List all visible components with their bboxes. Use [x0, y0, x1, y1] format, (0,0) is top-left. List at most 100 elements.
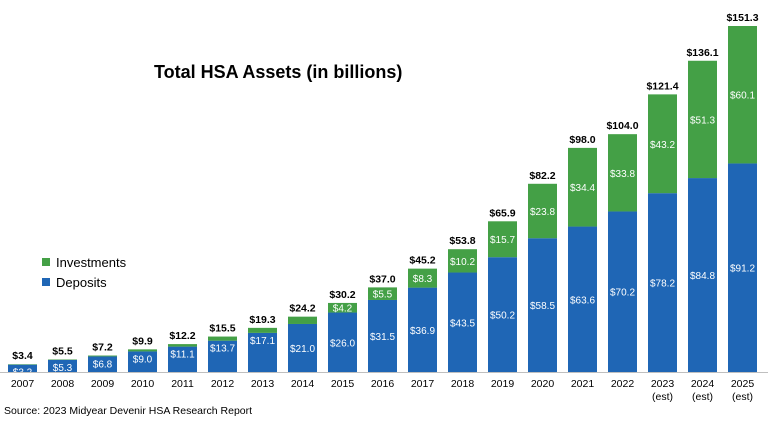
bar-investments-2023 [648, 94, 677, 194]
bar-investments-2019 [488, 221, 517, 258]
data-label-investments-2019: $15.7 [490, 235, 515, 246]
bar-deposits-2024 [688, 178, 717, 372]
total-label-2025: $151.3 [726, 12, 758, 24]
total-label-2007: $3.4 [12, 350, 33, 362]
x-tick-label-2017: 2017 [411, 378, 435, 390]
data-label-deposits-2012: $13.7 [210, 344, 235, 355]
x-tick-label-2012: 2012 [211, 378, 235, 390]
data-label-deposits-2014: $21.0 [290, 344, 315, 355]
x-axis: 2007 2008 2009 2010 2011 2012 2013 2014 2015 2016… [0, 372, 768, 403]
bar-investments-2012 [208, 336, 237, 341]
bar-investments-2011 [168, 344, 197, 347]
total-label-2010: $9.9 [132, 335, 153, 347]
bar-deposits-2018 [448, 272, 477, 372]
data-label-investments-2022: $33.8 [610, 169, 635, 180]
data-label-deposits-2010: $9.0 [133, 354, 153, 365]
bar-deposits-2010 [128, 351, 157, 372]
data-label-deposits-2008: $5.3 [53, 363, 73, 374]
data-label-investments-2024: $51.3 [690, 115, 715, 126]
bar-deposits-2009 [88, 356, 117, 372]
data-label-deposits-2021: $63.6 [570, 295, 595, 306]
data-label-deposits-2017: $36.9 [410, 326, 435, 337]
bar-deposits-2008 [48, 359, 77, 372]
data-label-deposits-2022: $70.2 [610, 288, 635, 299]
x-tick-label-2008: 2008 [51, 378, 75, 390]
bar-deposits-2017 [408, 287, 437, 372]
total-label-2013: $19.3 [249, 314, 275, 326]
data-label-deposits-2011: $11.1 [170, 350, 195, 361]
legend-item-investments: Investments [42, 252, 126, 272]
bar-deposits-2012 [208, 340, 237, 372]
data-label-investments-2025: $60.1 [730, 91, 755, 102]
legend: Investments Deposits [42, 252, 126, 292]
x-tick-label-2016: 2016 [371, 378, 395, 390]
total-label-2017: $45.2 [409, 255, 435, 267]
legend-swatch-investments [42, 258, 50, 266]
x-tick-label-2025: 2025 [731, 378, 755, 390]
bar-investments-2020 [528, 183, 557, 239]
legend-swatch-deposits [42, 278, 50, 286]
total-label-2009: $7.2 [92, 342, 113, 354]
bar-investments-2013 [248, 327, 277, 333]
total-label-2020: $82.2 [529, 170, 555, 182]
x-tick-label-2020: 2020 [531, 378, 555, 390]
total-label-2012: $15.5 [209, 323, 235, 335]
x-tick-label-2013: 2013 [251, 378, 275, 390]
chart-title: Total HSA Assets (in billions) [154, 62, 403, 82]
bar-investments-2010 [128, 349, 157, 352]
total-label-2024: $136.1 [686, 47, 718, 59]
bar-deposits-2025 [728, 163, 757, 372]
data-label-investments-2015: $4.2 [333, 304, 353, 315]
total-label-2015: $30.2 [329, 289, 355, 301]
bar-investments-2014 [288, 316, 317, 324]
data-label-deposits-2007: $3.2 [13, 368, 33, 379]
total-label-2014: $24.2 [289, 303, 315, 315]
bar-deposits-2014 [288, 323, 317, 372]
total-label-2008: $5.5 [52, 345, 73, 357]
bar-investments-2016 [368, 287, 397, 300]
bar-deposits-2021 [568, 226, 597, 372]
data-label-deposits-2024: $84.8 [690, 271, 715, 282]
x-tick-label-2009: 2009 [91, 378, 115, 390]
bar-investments-2015 [328, 302, 357, 313]
x-tick-label-2019: 2019 [491, 378, 515, 390]
data-label-deposits-2020: $58.5 [530, 301, 555, 312]
data-label-deposits-2023: $78.2 [650, 279, 675, 290]
bar-investments-2022 [608, 134, 637, 212]
x-tick-label-2010: 2010 [131, 378, 155, 390]
x-tick-label-2007: 2007 [11, 378, 35, 390]
total-label-2021: $98.0 [569, 134, 595, 146]
legend-label-investments: Investments [56, 254, 127, 270]
x-tick-sublabel-2025: (est) [732, 391, 753, 403]
total-label-2011: $12.2 [169, 330, 195, 342]
x-tick-label-2022: 2022 [611, 378, 635, 390]
legend-label-deposits: Deposits [56, 274, 107, 290]
data-label-deposits-2025: $91.2 [730, 264, 755, 275]
total-labels-layer: $3.4 $5.5 $7.2 $9.9 $12.2 $15.5 $19.3 $24.2 $30.… [12, 12, 758, 362]
bar-investments-2018 [448, 249, 477, 273]
bar-deposits-2015 [328, 312, 357, 372]
total-label-2019: $65.9 [489, 207, 515, 219]
bar-investments-2021 [568, 147, 597, 227]
bar-deposits-2023 [648, 193, 677, 372]
bars-layer [8, 26, 757, 372]
bar-deposits-2007 [8, 364, 37, 372]
data-label-investments-2023: $43.2 [650, 140, 675, 151]
total-label-2023: $121.4 [646, 80, 678, 92]
x-tick-label-2023: 2023 [651, 378, 675, 390]
bar-investments-2024 [688, 60, 717, 179]
x-tick-label-2011: 2011 [171, 378, 194, 390]
bar-investments-2017 [408, 268, 437, 288]
data-label-deposits-2016: $31.5 [370, 332, 395, 343]
bar-investments-2025 [728, 26, 757, 164]
data-label-investments-2021: $34.4 [570, 183, 595, 194]
x-tick-label-2018: 2018 [451, 378, 475, 390]
data-label-deposits-2015: $26.0 [330, 338, 355, 349]
x-tick-label-2015: 2015 [331, 378, 355, 390]
x-tick-label-2021: 2021 [571, 378, 595, 390]
bar-deposits-2016 [368, 299, 397, 372]
x-tick-sublabel-2024: (est) [692, 391, 713, 403]
bar-deposits-2020 [528, 238, 557, 372]
bar-deposits-2022 [608, 211, 637, 372]
